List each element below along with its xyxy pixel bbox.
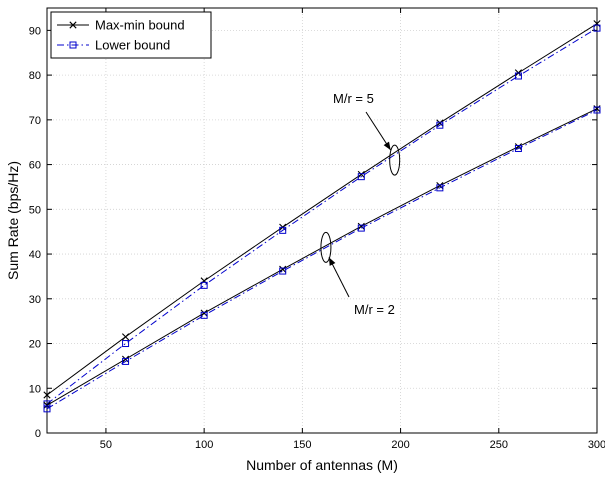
x-marker — [436, 182, 444, 190]
y-tick-label: 10 — [29, 383, 41, 395]
annotation-label: M/r = 5 — [333, 91, 374, 106]
square-marker — [200, 311, 208, 319]
y-tick-label: 0 — [35, 428, 41, 440]
square-marker — [593, 106, 601, 114]
x-axis-label: Number of antennas (M) — [246, 457, 398, 473]
x-marker — [200, 309, 208, 317]
legend-marker — [69, 41, 77, 49]
square-marker — [279, 267, 287, 275]
square-marker — [514, 72, 522, 80]
annotation-ellipse — [389, 144, 401, 176]
x-marker — [200, 277, 208, 285]
y-tick-label: 80 — [29, 70, 41, 82]
series-line — [43, 106, 601, 413]
square-marker — [122, 357, 130, 365]
x-tick-label: 150 — [293, 439, 311, 451]
x-marker — [357, 222, 365, 230]
y-tick-label: 90 — [29, 25, 41, 37]
series-path — [46, 27, 598, 405]
y-axis-label: Sum Rate (bps/Hz) — [5, 161, 21, 280]
series-line — [43, 105, 601, 409]
square-marker — [514, 144, 522, 152]
legend: Max-min bound Lower bound — [50, 11, 212, 59]
square-marker — [436, 184, 444, 192]
legend-label: Lower bound — [95, 38, 170, 53]
axis-ticks: 50 100 150 200 250 300 0 10 20 30 40 50 60 70 80 90 — [29, 8, 605, 451]
y-tick-label: 60 — [29, 160, 41, 172]
x-marker — [121, 355, 130, 363]
x-tick-label: 300 — [588, 439, 605, 451]
x-marker — [514, 143, 523, 151]
legend-marker — [69, 21, 77, 29]
square-marker — [593, 24, 601, 32]
x-tick-label: 100 — [195, 439, 213, 451]
x-tick-label: 50 — [100, 439, 112, 451]
x-marker — [593, 20, 601, 28]
series-path — [46, 109, 598, 410]
legend-box — [50, 11, 212, 59]
square-marker — [122, 340, 130, 348]
y-tick-label: 70 — [29, 115, 41, 127]
square-marker — [436, 121, 444, 129]
legend-label: Max-min bound — [95, 18, 185, 33]
series-group — [43, 20, 601, 413]
y-tick-label: 50 — [29, 204, 41, 216]
series-line — [43, 20, 601, 399]
series-path — [46, 108, 598, 406]
x-tick-label: 200 — [391, 439, 409, 451]
square-marker — [279, 226, 287, 234]
annotation-arrow-head — [383, 141, 391, 151]
annotation-ellipse — [320, 231, 332, 263]
y-tick-label: 40 — [29, 249, 41, 261]
square-marker — [43, 405, 51, 413]
square-marker — [357, 173, 365, 181]
square-marker — [357, 224, 365, 232]
annotation-label: M/r = 2 — [354, 302, 395, 317]
series-path — [46, 23, 598, 396]
y-tick-label: 30 — [29, 294, 41, 306]
annotation-arrow-head — [328, 257, 336, 266]
x-tick-label: 250 — [490, 439, 508, 451]
x-marker — [43, 391, 51, 399]
x-marker — [121, 333, 130, 341]
y-tick-label: 20 — [29, 339, 41, 351]
annotations: M/r = 5 M/r = 2 — [320, 91, 401, 317]
x-marker — [357, 170, 365, 179]
plot-frame — [46, 7, 598, 434]
x-marker — [279, 265, 287, 273]
x-marker — [436, 119, 444, 127]
series-line — [43, 24, 601, 408]
square-marker — [200, 281, 208, 289]
